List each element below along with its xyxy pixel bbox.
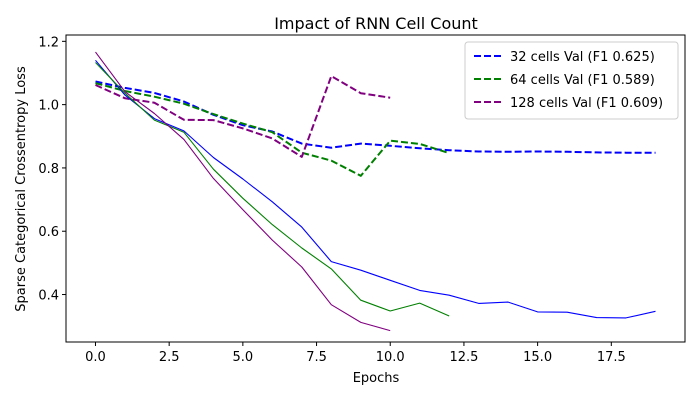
chart-title: Impact of RNN Cell Count [274,14,478,33]
x-tick-label: 12.5 [449,350,478,365]
y-tick-label: 0.4 [38,289,59,304]
train-series-line-5 [95,51,391,332]
y-tick-label: 0.8 [38,162,59,177]
x-tick-label: 0.0 [85,350,106,365]
x-tick-label: 15.0 [523,350,552,365]
series-group [95,51,656,332]
legend-label: 128 cells Val (F1 0.609) [510,96,663,111]
plot-frame [65,34,686,343]
x-tick-label: 10.0 [376,350,405,365]
x-tick-label: 7.5 [306,350,327,365]
legend-box [464,41,679,120]
y-tick-label: 1.0 [38,99,59,114]
x-tick-label: 2.5 [159,350,180,365]
y-tick-label: 1.2 [38,35,59,50]
x-axis: 0.0 2.5 5.0 7.5 10.0 12.5 15.0 17.5 [85,342,626,365]
y-axis-title: Sparse Categorical Crossentropy Loss [14,66,29,312]
val-series-line-1 [95,82,450,177]
val-series-line-0 [95,80,656,154]
y-axis: 0.4 0.6 0.8 1.0 1.2 [38,35,66,304]
y-tick-label: 0.6 [38,225,59,240]
x-axis-title: Epochs [353,371,400,386]
train-series-line-3 [95,59,656,319]
legend-label: 64 cells Val (F1 0.589) [510,73,655,88]
x-tick-label: 17.5 [597,350,626,365]
legend-label: 32 cells Val (F1 0.625) [510,50,655,65]
train-series-line-4 [95,62,450,317]
val-series-line-2 [95,75,391,158]
x-tick-label: 5.0 [233,350,254,365]
legend: 32 cells Val (F1 0.625) 64 cells Val (F1 … [464,41,679,120]
